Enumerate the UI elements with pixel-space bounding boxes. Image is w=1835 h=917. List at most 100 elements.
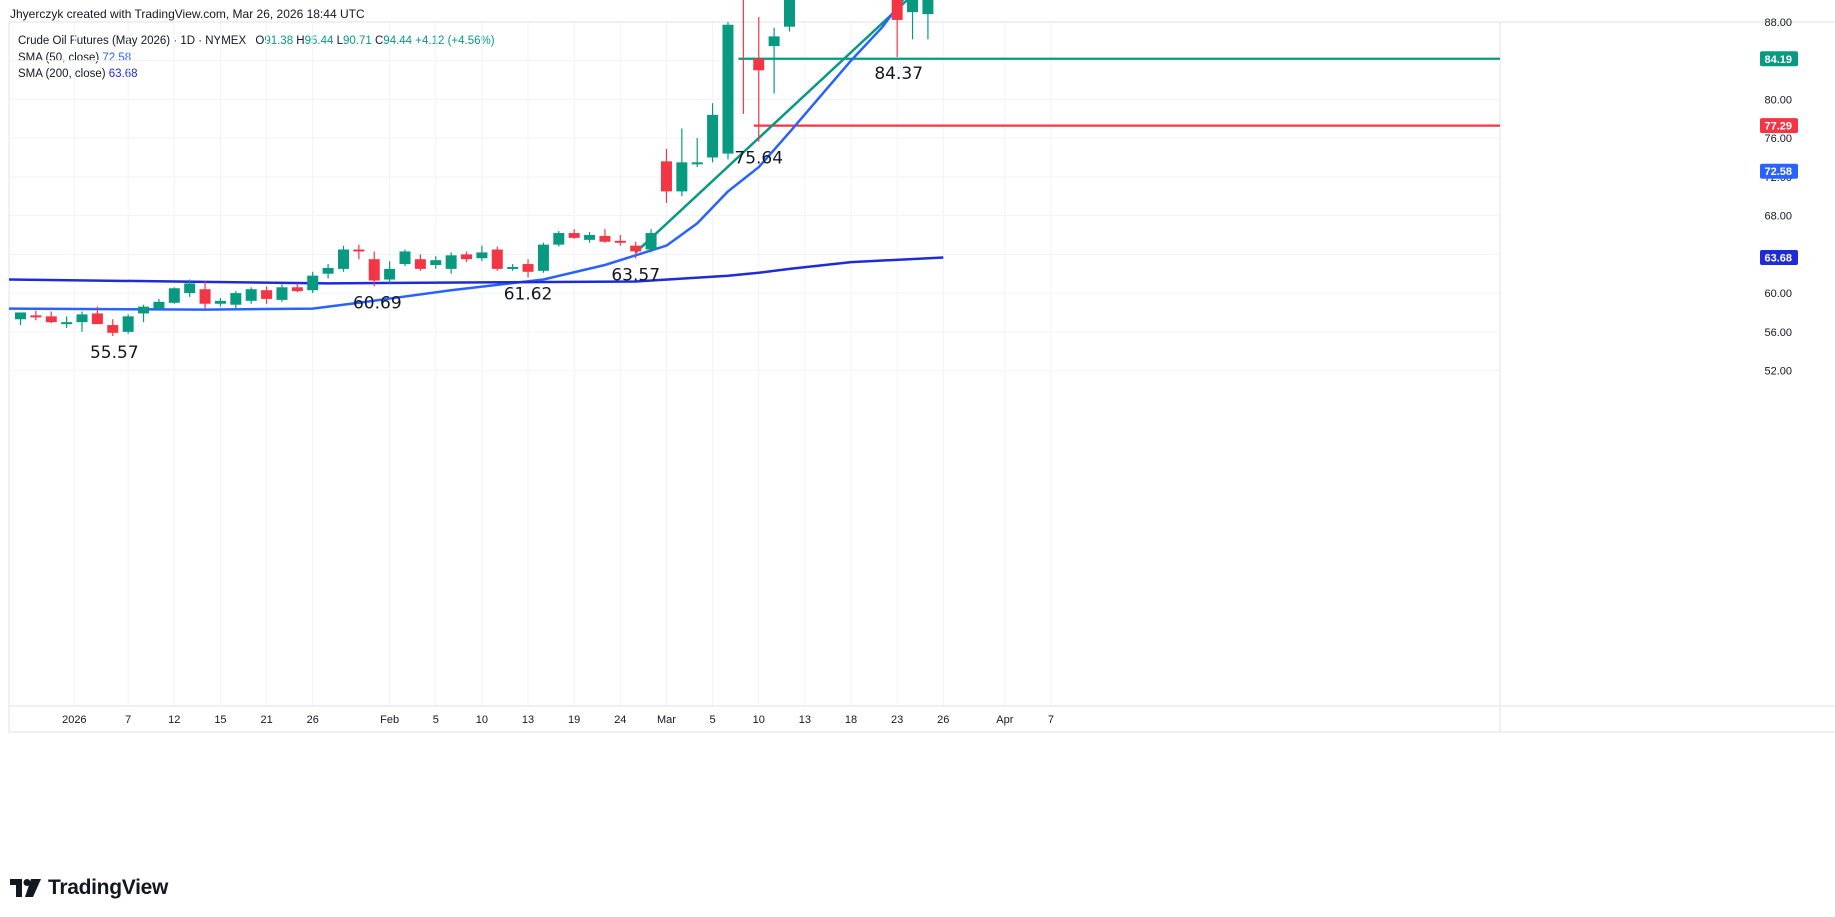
candle-body[interactable] <box>168 288 180 303</box>
candle[interactable] <box>45 311 57 324</box>
candle-body[interactable] <box>691 162 703 165</box>
candle[interactable] <box>307 271 319 294</box>
candle[interactable] <box>230 291 242 310</box>
candle-body[interactable] <box>107 325 119 333</box>
candle-body[interactable] <box>891 0 903 20</box>
candle-body[interactable] <box>230 293 242 305</box>
candle[interactable] <box>430 256 442 269</box>
candle-body[interactable] <box>476 252 488 259</box>
candle-body[interactable] <box>660 161 672 192</box>
candle[interactable] <box>414 254 426 271</box>
candle[interactable] <box>30 310 42 321</box>
candle[interactable] <box>537 242 549 273</box>
candle[interactable] <box>291 283 303 293</box>
candle-body[interactable] <box>784 0 795 27</box>
candle[interactable] <box>184 279 196 297</box>
candle-body[interactable] <box>584 234 596 240</box>
candle[interactable] <box>153 298 165 311</box>
candle[interactable] <box>645 229 657 253</box>
candle-body[interactable] <box>91 313 103 325</box>
candle[interactable] <box>368 251 380 287</box>
candle-body[interactable] <box>61 322 73 325</box>
candle[interactable] <box>76 311 88 332</box>
candle[interactable] <box>707 103 719 163</box>
candle[interactable] <box>507 264 519 271</box>
price-axis[interactable]: 52.0056.0060.0064.0068.0072.0076.0080.00… <box>1749 0 1812 378</box>
tradingview-logo[interactable]: TradingView <box>10 876 168 900</box>
candle-body[interactable] <box>261 290 273 299</box>
candle[interactable] <box>168 287 180 304</box>
candle[interactable] <box>738 0 749 114</box>
candle[interactable] <box>768 27 780 94</box>
candle-body[interactable] <box>322 267 334 274</box>
candle-body[interactable] <box>214 300 226 304</box>
candle[interactable] <box>245 287 257 304</box>
candle-body[interactable] <box>45 316 57 323</box>
candle-body[interactable] <box>707 114 719 158</box>
candle-body[interactable] <box>399 251 411 265</box>
candle[interactable] <box>522 259 534 278</box>
candle[interactable] <box>491 246 503 271</box>
candle-body[interactable] <box>291 287 303 292</box>
candle[interactable] <box>476 245 488 262</box>
candle[interactable] <box>322 264 334 279</box>
candle-body[interactable] <box>245 289 257 301</box>
candle-body[interactable] <box>414 259 426 269</box>
candle[interactable] <box>553 231 565 247</box>
candle-body[interactable] <box>276 287 288 300</box>
candle[interactable] <box>630 241 642 259</box>
candle[interactable] <box>91 306 103 325</box>
candle-body[interactable] <box>337 249 349 269</box>
candle[interactable] <box>337 245 349 272</box>
candle-body[interactable] <box>522 264 534 272</box>
candle[interactable] <box>122 314 134 334</box>
candle[interactable] <box>138 304 150 323</box>
candle[interactable] <box>599 229 611 243</box>
candle-body[interactable] <box>199 289 211 304</box>
candle[interactable] <box>107 319 119 337</box>
candle-body[interactable] <box>907 0 919 13</box>
candle[interactable] <box>584 232 596 243</box>
candle-body[interactable] <box>599 235 611 242</box>
candle-body[interactable] <box>537 244 549 271</box>
candle-body[interactable] <box>138 306 150 314</box>
candle-body[interactable] <box>15 312 26 320</box>
candle[interactable] <box>722 21 734 160</box>
candle[interactable] <box>753 17 765 142</box>
candle[interactable] <box>384 261 396 284</box>
candle[interactable] <box>261 286 273 304</box>
candle-body[interactable] <box>676 162 688 192</box>
candle[interactable] <box>15 312 26 326</box>
candle[interactable] <box>660 148 672 204</box>
candle-body[interactable] <box>461 254 473 260</box>
symbol-name[interactable]: Crude Oil Futures (May 2026) · 1D · NYME… <box>18 35 247 47</box>
candle-body[interactable] <box>645 233 657 250</box>
candle[interactable] <box>891 0 903 58</box>
candle-body[interactable] <box>122 316 134 332</box>
candle-body[interactable] <box>153 301 165 309</box>
candle[interactable] <box>276 284 288 302</box>
candle-body[interactable] <box>491 249 503 269</box>
candle-body[interactable] <box>614 240 626 243</box>
candlestick-series[interactable] <box>15 0 949 337</box>
candle[interactable] <box>399 249 411 266</box>
candle-body[interactable] <box>553 233 565 245</box>
candle-body[interactable] <box>630 245 642 252</box>
candle[interactable] <box>784 0 795 32</box>
candle-body[interactable] <box>384 268 396 280</box>
candle[interactable] <box>907 0 919 40</box>
candle-body[interactable] <box>445 255 457 269</box>
candle[interactable] <box>61 316 73 328</box>
candle[interactable] <box>568 229 580 239</box>
candle[interactable] <box>445 252 457 274</box>
candle-body[interactable] <box>768 36 780 47</box>
candle-body[interactable] <box>76 314 88 323</box>
candle[interactable] <box>199 280 211 309</box>
candle-body[interactable] <box>307 275 319 291</box>
candle[interactable] <box>676 128 688 197</box>
candle-body[interactable] <box>753 58 765 71</box>
candle-body[interactable] <box>722 24 734 154</box>
candle-body[interactable] <box>568 233 580 238</box>
candle-body[interactable] <box>184 283 196 294</box>
